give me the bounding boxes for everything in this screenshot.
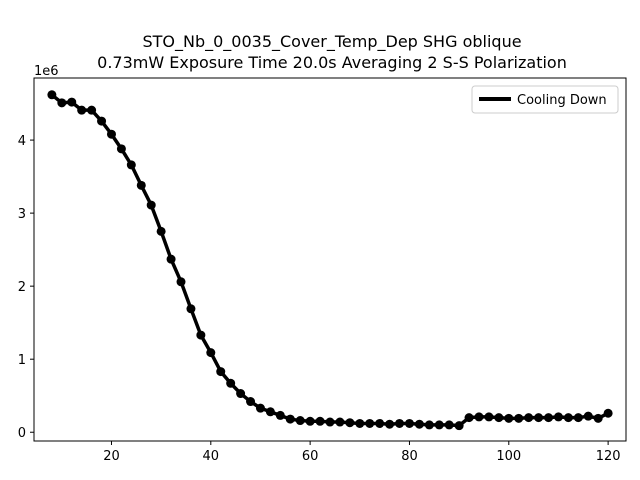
data-point [553,412,563,422]
data-point [146,200,156,210]
x-tick-label: 40 [203,449,220,464]
data-point [563,413,573,423]
x-tick-label: 100 [496,449,521,464]
data-point [464,413,474,423]
data-point [434,420,444,430]
data-point [206,348,216,358]
x-tick-label: 80 [401,449,418,464]
data-point [57,98,67,108]
data-point [404,418,414,428]
data-point [414,419,424,429]
data-point [136,180,146,190]
data-point [365,418,375,428]
y-tick-label: 4 [18,134,26,149]
data-point [67,97,77,107]
axes: 20 40 60 80 100 120 0 1 2 3 4 [18,77,627,464]
data-point [106,129,116,139]
data-point [77,105,87,115]
data-point [156,226,166,236]
x-tick-label: 120 [596,449,621,464]
data-point [325,417,335,427]
data-point [484,412,494,422]
y-tick-label: 0 [18,426,26,441]
data-point [196,330,206,340]
data-point [166,254,176,264]
data-point [454,421,464,431]
data-point [593,413,603,423]
x-tick-label: 20 [103,449,120,464]
data-point [126,160,136,170]
data-point [315,416,325,426]
data-point [514,413,524,423]
y-tick-label: 3 [18,207,26,222]
data-point [583,411,593,421]
data-point [186,304,196,314]
data-point [176,277,186,287]
plot-frame [33,77,627,442]
data-point [504,413,514,423]
data-point [603,408,613,418]
data-point [524,413,534,423]
data-point [285,414,295,424]
data-point [573,413,583,423]
data-point [255,403,265,413]
data-point [345,418,355,428]
chart-title-line-1: STO_Nb_0_0035_Cover_Temp_Dep SHG oblique [142,32,521,52]
x-tick-label: 60 [302,449,319,464]
data-point [395,418,405,428]
data-point [116,144,126,154]
data-point [494,413,504,423]
data-point [544,413,554,423]
data-point [47,90,57,100]
legend: Cooling Down [471,85,619,114]
data-point [236,389,246,399]
data-point [216,367,226,377]
data-point [444,420,454,430]
series-layer [47,90,613,431]
data-point [335,417,345,427]
data-point [474,412,484,422]
data-point [265,407,275,417]
data-point [97,116,107,126]
chart-title-line-2: 0.73mW Exposure Time 20.0s Averaging 2 S… [97,53,567,72]
y-offset-label: 1e6 [34,64,59,79]
data-point [385,419,395,429]
data-point [226,378,236,388]
data-point [275,410,285,420]
data-point [295,416,305,426]
legend-box [471,85,619,114]
y-tick-label: 2 [18,280,26,295]
data-point [424,420,434,430]
data-point [246,397,256,407]
data-point [375,418,385,428]
data-point [87,105,97,115]
data-point [534,413,544,423]
y-tick-label: 1 [18,353,26,368]
legend-label: Cooling Down [517,93,607,108]
data-point [355,418,365,428]
data-point [305,416,315,426]
series-line [50,93,609,428]
